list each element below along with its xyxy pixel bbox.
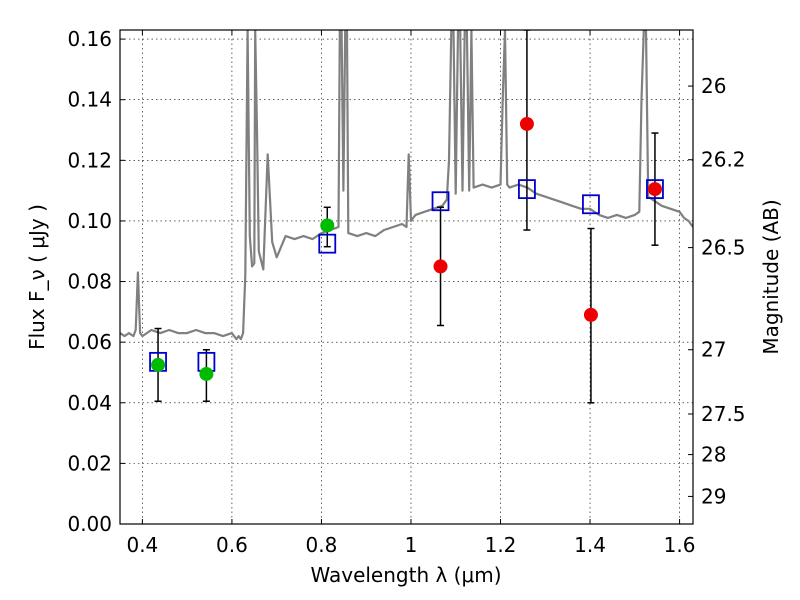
right-tick-label: 27.5 <box>701 402 746 426</box>
right-tick-label: 26.2 <box>701 148 746 172</box>
right-tick-label: 27 <box>701 338 726 362</box>
red-data-point <box>433 259 448 274</box>
y-tick-label: 0.16 <box>67 27 112 51</box>
plot-area <box>120 30 693 404</box>
x-tick-label: 1.6 <box>664 533 696 557</box>
y-tick-label: 0.06 <box>67 330 112 354</box>
red-data-point <box>647 182 662 197</box>
model-box <box>582 194 600 215</box>
right-tick-label: 26.5 <box>701 236 746 260</box>
green-data-point <box>151 357 166 372</box>
y-tick-label: 0.02 <box>67 451 112 475</box>
right-tick-label: 29 <box>701 484 726 508</box>
model-box <box>318 233 337 254</box>
x-axis-title: Wavelength λ (μm) <box>310 563 501 587</box>
x-tick-label: 1 <box>405 533 418 557</box>
model-box <box>431 191 450 212</box>
y-tick-label: 0.10 <box>67 209 112 233</box>
green-data-point <box>199 366 214 381</box>
right-axis-title: Magnitude (AB) <box>759 199 783 354</box>
x-tick-label: 0.6 <box>216 533 248 557</box>
red-data-point <box>583 307 598 322</box>
x-tick-label: 1.4 <box>574 533 606 557</box>
right-tick-label: 26 <box>701 74 726 98</box>
right-tick-label: 28 <box>701 443 726 467</box>
y-tick-label: 0.14 <box>67 88 112 112</box>
y-tick-label: 0.12 <box>67 148 112 172</box>
model-box <box>518 179 536 200</box>
ticks: 0.4 0.6 0.8 1 1.2 1.4 1.6 0.00 0.02 0.04 0.06 0.08 0… <box>67 27 745 557</box>
y-tick-label: 0.04 <box>67 391 112 415</box>
axes-frame <box>119 29 694 525</box>
green-data-point <box>320 218 335 233</box>
y-tick-label: 0.08 <box>67 270 112 294</box>
x-tick-label: 0.4 <box>126 533 158 557</box>
x-tick-label: 0.8 <box>306 533 338 557</box>
y-tick-label: 0.00 <box>67 512 112 536</box>
red-data-point <box>519 116 534 131</box>
model-box <box>646 179 664 200</box>
x-tick-label: 1.2 <box>485 533 517 557</box>
y-axis-title: Flux F_ν ( μJy ) <box>25 204 49 350</box>
